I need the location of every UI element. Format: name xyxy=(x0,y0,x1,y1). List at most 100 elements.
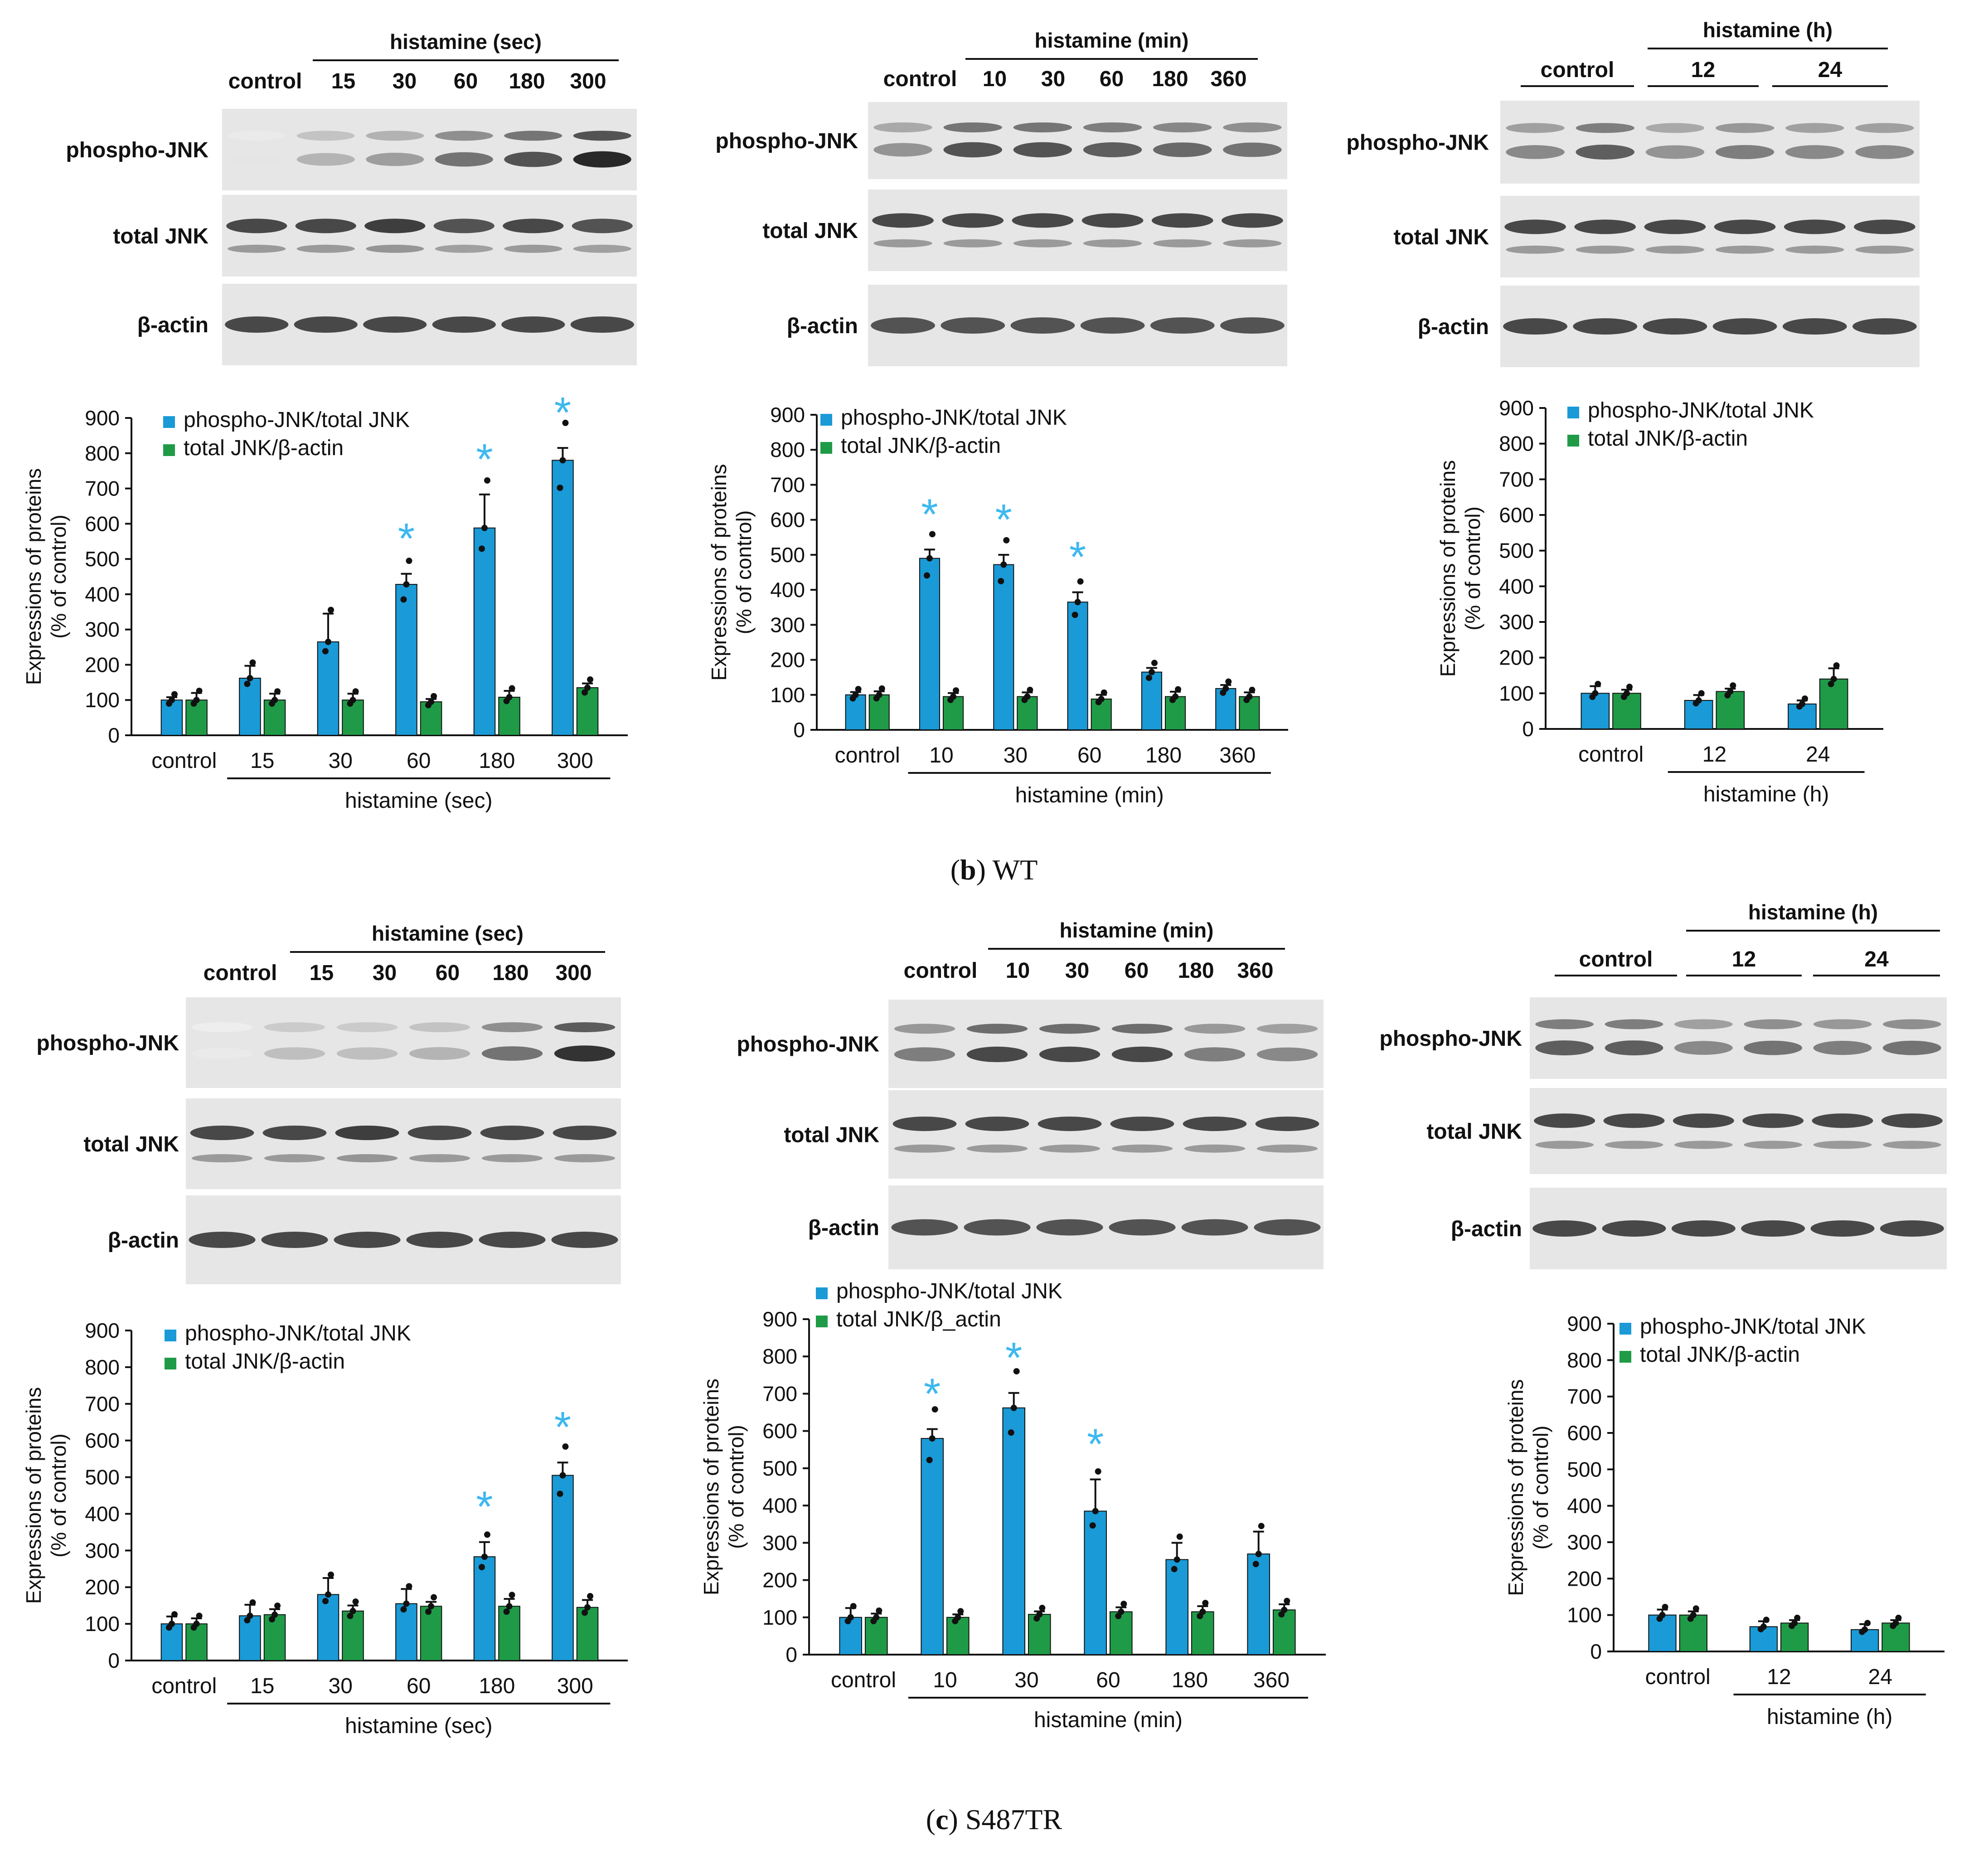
blot-band xyxy=(1741,1220,1805,1237)
y-tick-label: 900 xyxy=(770,403,805,427)
chart-legend: phospho-JNK/total JNK total JNK/β-actin xyxy=(163,408,410,460)
legend-label-total: total JNK/β_actin xyxy=(836,1307,1001,1331)
data-point xyxy=(193,1621,200,1627)
bar-total-12 xyxy=(1780,1622,1809,1652)
blot-lane-label: 15 xyxy=(310,961,334,985)
bar-phospho-180 xyxy=(473,527,496,736)
data-point xyxy=(1027,686,1033,693)
bar-total-control xyxy=(1612,693,1641,730)
blot-strip-phospho xyxy=(888,1000,1324,1088)
blot-band xyxy=(554,1045,616,1062)
blot-band xyxy=(228,153,286,165)
blot-label-total: total JNK xyxy=(83,1132,179,1156)
blot-band xyxy=(1782,318,1847,335)
blot-band xyxy=(1535,1040,1594,1056)
data-point xyxy=(509,1592,515,1598)
data-point xyxy=(1089,1522,1096,1529)
blot-band xyxy=(1813,1141,1872,1149)
y-tick-label: 0 xyxy=(108,1649,120,1672)
data-point xyxy=(562,419,569,426)
blot-lane-label: 30 xyxy=(1041,67,1065,91)
blot-band xyxy=(1605,1040,1663,1056)
blot-band xyxy=(1081,213,1144,228)
x-tick-label: 12 xyxy=(1702,743,1726,767)
data-point xyxy=(847,1614,854,1621)
caption-b-text: WT xyxy=(993,854,1038,886)
blot-band xyxy=(409,1022,470,1032)
blot-band xyxy=(873,143,932,157)
data-point xyxy=(349,697,356,704)
legend-label-phospho: phospho-JNK/total JNK xyxy=(836,1279,1062,1303)
bar-phospho-180 xyxy=(473,1556,496,1661)
data-point xyxy=(1828,680,1834,687)
y-tick-label: 0 xyxy=(108,723,120,747)
data-point xyxy=(1626,684,1633,690)
blot-band xyxy=(943,142,1002,158)
x-axis-label: histamine (h) xyxy=(1767,1705,1892,1729)
blot-band xyxy=(1184,1144,1246,1153)
chart-s487tr-h: 0 100 200 300 400 500 600 700 800 900 Expressions … xyxy=(1504,1312,1944,1729)
blot-strip-phospho xyxy=(222,109,637,190)
x-tick-label: 12 xyxy=(1767,1665,1791,1689)
y-tick-label: 300 xyxy=(85,1539,120,1562)
blot-strip-phospho xyxy=(868,102,1287,179)
legend-swatch-phospho xyxy=(163,416,175,428)
blot-band xyxy=(1674,1041,1733,1055)
y-tick-label: 600 xyxy=(770,508,805,532)
y-tick-label: 900 xyxy=(762,1307,797,1331)
blot-lane-label: 24 xyxy=(1818,58,1843,82)
x-tick-label: 15 xyxy=(250,1674,274,1698)
bar-total-180 xyxy=(1191,1611,1214,1655)
y-tick-label: 500 xyxy=(770,543,805,567)
data-point xyxy=(955,1614,961,1621)
y-tick-label: 500 xyxy=(85,1466,120,1489)
blot-band xyxy=(1605,1141,1663,1149)
bar-total-control xyxy=(868,694,890,731)
bar-total-180 xyxy=(1165,696,1186,731)
x-axis-label: histamine (min) xyxy=(1034,1708,1183,1732)
data-point xyxy=(478,1564,485,1570)
blot-group-label: histamine (sec) xyxy=(390,30,542,53)
x-tick-label: control xyxy=(1578,743,1644,767)
data-point xyxy=(196,688,203,694)
blot-band xyxy=(1038,1117,1102,1131)
blot-label-phospho: phospho-JNK xyxy=(737,1033,879,1057)
blot-band xyxy=(1645,123,1705,133)
blot-band xyxy=(1784,219,1846,234)
blot-band xyxy=(1080,317,1145,334)
data-point xyxy=(1895,1614,1902,1621)
blot-band xyxy=(892,1117,957,1131)
blot-band xyxy=(1813,1019,1872,1029)
blot-band xyxy=(296,131,355,141)
bar-phospho-180 xyxy=(1141,671,1162,731)
y-tick-label: 200 xyxy=(762,1568,797,1592)
data-point xyxy=(953,687,960,694)
blot-band xyxy=(336,1154,398,1162)
data-point xyxy=(484,1531,490,1538)
blot-band xyxy=(1151,213,1213,228)
caption-c-text: S487TR xyxy=(965,1803,1062,1835)
blot-band xyxy=(1881,1113,1943,1128)
data-point xyxy=(584,685,591,691)
blot-label-actin: β-actin xyxy=(137,313,208,337)
legend-swatch-total xyxy=(165,1358,176,1369)
blot-band xyxy=(261,1232,328,1248)
blot-band xyxy=(1220,317,1285,334)
blot-label-actin: β-actin xyxy=(1451,1217,1522,1241)
data-point xyxy=(1222,685,1229,692)
significance-star: * xyxy=(1087,1420,1104,1469)
data-point xyxy=(247,1612,253,1619)
blot-band xyxy=(553,1126,617,1140)
bar-total-30 xyxy=(1028,1614,1051,1655)
blot-label-total: total JNK xyxy=(784,1123,879,1147)
blot-band xyxy=(191,1048,253,1059)
data-point xyxy=(587,676,594,683)
bar-phospho-300 xyxy=(552,460,574,736)
blot-lane-label: 12 xyxy=(1691,58,1715,82)
bar-phospho-30 xyxy=(317,641,339,736)
y-tick-label: 300 xyxy=(85,618,120,641)
blot-band xyxy=(966,1046,1028,1062)
blot-band xyxy=(572,219,633,233)
y-tick-label: 300 xyxy=(1567,1530,1602,1554)
blot-band xyxy=(1039,1144,1101,1153)
